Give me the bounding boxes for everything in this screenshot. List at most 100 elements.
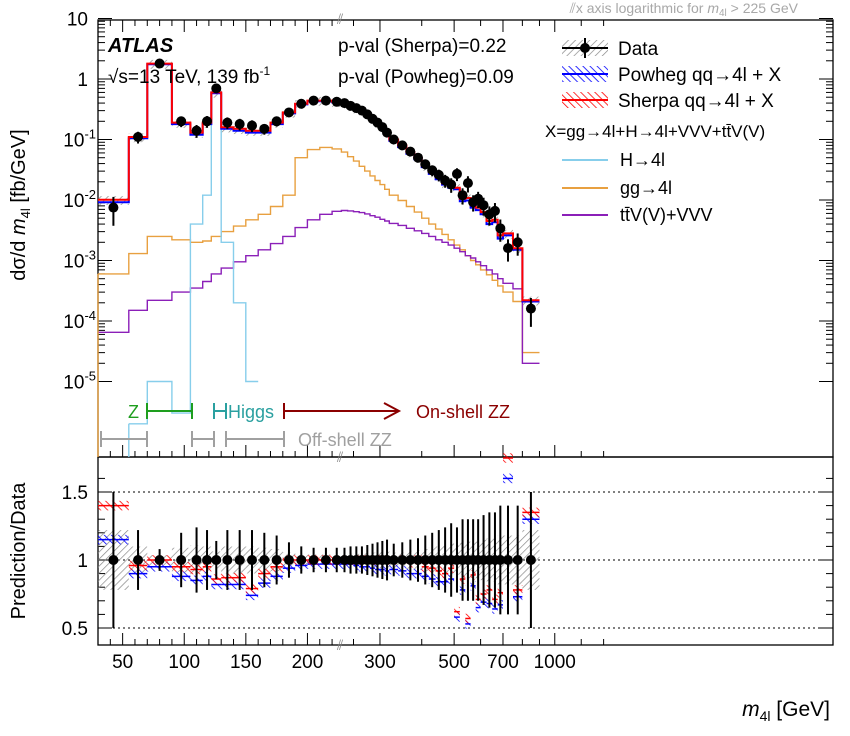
data-point	[320, 95, 331, 106]
legend-powheg-label: Powheg qq→4l + X	[618, 65, 782, 86]
data-point	[382, 127, 393, 138]
ratio-data-point	[502, 555, 513, 565]
data-point	[512, 237, 523, 248]
data-point	[176, 116, 187, 127]
ratio-data-point	[234, 555, 245, 565]
top-y-tick-label: 1	[77, 70, 88, 91]
data-point	[420, 159, 431, 170]
top-y-axis-label: dσ/d m4l [fb/GeV]	[8, 129, 33, 280]
data-point	[478, 200, 489, 211]
x-tick-label: 200	[292, 652, 324, 673]
ratio-data-point	[413, 555, 424, 565]
pval-powheg: p-val (Powheg)=0.09	[338, 67, 514, 88]
energy-lumi: √s=13 TeV, 139 fb-1	[108, 64, 270, 88]
ratio-data-point	[308, 555, 319, 565]
data-point	[502, 243, 513, 254]
atlas-label: ATLAS	[107, 35, 174, 57]
region-annotations: Z Higgs On-shell ZZ Off-shell ZZ	[100, 402, 510, 450]
pval-sherpa: p-val (Sherpa)=0.22	[338, 36, 506, 57]
data-point	[247, 120, 257, 131]
ratio-data-point	[420, 555, 431, 565]
data-point	[259, 123, 270, 134]
ratio-data-point	[154, 555, 165, 565]
legend-h4l-label: H→4l	[620, 150, 665, 170]
data-point	[413, 152, 424, 163]
region-higgs-label: Higgs	[228, 402, 274, 422]
data-point	[283, 107, 294, 118]
ratio-data-point	[222, 555, 233, 565]
x-axis-ticks: 50 100 150 200 300 500 700 1000	[109, 20, 605, 673]
ratio-data-point	[320, 555, 331, 565]
axis-break-marker-mid: ⫽	[336, 449, 344, 465]
x-axis-label: m4l [GeV]	[742, 698, 830, 724]
legend-sherpa-marker	[562, 92, 608, 108]
ratio-y-tick-label: 1.5	[62, 483, 88, 504]
region-onshell-label: On-shell ZZ	[416, 402, 510, 422]
data-point	[211, 83, 222, 94]
legend-data-marker	[562, 38, 608, 58]
ratio-data-point	[133, 555, 144, 565]
h4l-line	[128, 90, 259, 425]
data-point	[202, 116, 213, 127]
ratio-data-point	[331, 555, 342, 565]
data-point	[331, 96, 342, 107]
region-offshell-label: Off-shell ZZ	[298, 430, 392, 450]
data-point	[296, 98, 307, 109]
data-point	[405, 146, 416, 157]
top-y-tick-label: 10-1	[63, 127, 96, 152]
top-series-lines	[97, 62, 540, 457]
ratio-data-point	[512, 555, 523, 565]
ratio-data-points	[108, 492, 536, 628]
legend-gg4l-label: gg→4l	[620, 178, 672, 198]
ratio-data-point	[191, 555, 202, 565]
ratio-data-point	[397, 555, 408, 565]
ratio-data-point	[388, 555, 399, 565]
data-point	[489, 205, 500, 216]
ratio-data-point	[247, 555, 257, 565]
top-y-tick-label: 10-4	[63, 308, 96, 333]
data-point	[191, 125, 202, 136]
ratio-data-point	[283, 555, 294, 565]
top-y-tick-label: 10-5	[63, 369, 96, 394]
data-point	[388, 134, 399, 145]
top-y-tick-label: 10-2	[63, 187, 96, 212]
data-point	[525, 303, 536, 314]
legend-data-label: Data	[618, 39, 659, 60]
ratio-y-tick-label: 1	[77, 551, 88, 572]
ratio-data-point	[525, 555, 536, 565]
data-point	[308, 95, 319, 106]
data-point	[451, 168, 462, 179]
region-onshell-arrowhead	[383, 402, 402, 420]
region-z-label: Z	[128, 402, 139, 422]
x-tick-label: 100	[168, 652, 200, 673]
data-point	[446, 179, 457, 190]
x-tick-label: 300	[364, 652, 396, 673]
ttv-line	[98, 209, 540, 364]
log-axis-note: ⫽x axis logarithmic for m4l > 225 GeV	[569, 0, 799, 19]
ratio-data-point	[405, 555, 416, 565]
x-tick-label: 50	[112, 652, 133, 673]
legend-x-definition: X=gg→4l+H→4l+VVV+tt̄V(V)	[545, 122, 765, 141]
data-point	[495, 223, 506, 234]
ratio-data-point	[202, 555, 213, 565]
data-point	[133, 131, 144, 142]
top-y-axis-ticks: 10 1 10-1 10-2 10-3 10-4 10-5	[63, 10, 833, 394]
data-point	[108, 202, 119, 213]
ratio-y-axis-label: Prediction/Data	[8, 482, 30, 620]
x-tick-label: 1000	[534, 652, 576, 673]
axis-break-marker-bottom: ⫽	[336, 637, 344, 653]
data-point	[271, 116, 282, 127]
legend-powheg-marker	[562, 66, 608, 82]
x-tick-label: 150	[230, 652, 262, 673]
legend: Data Powheg qq→4l + X Sherpa qq→4l + X X…	[545, 38, 782, 225]
x-tick-label: 700	[487, 652, 519, 673]
gg4l-line	[98, 146, 540, 354]
legend-sherpa-label: Sherpa qq→4l + X	[618, 91, 774, 112]
data-point	[234, 119, 245, 130]
data-point	[397, 140, 408, 151]
ratio-data-point	[176, 555, 187, 565]
x-tick-label: 500	[438, 652, 470, 673]
ratio-data-point	[495, 555, 506, 565]
data-point	[462, 178, 473, 189]
